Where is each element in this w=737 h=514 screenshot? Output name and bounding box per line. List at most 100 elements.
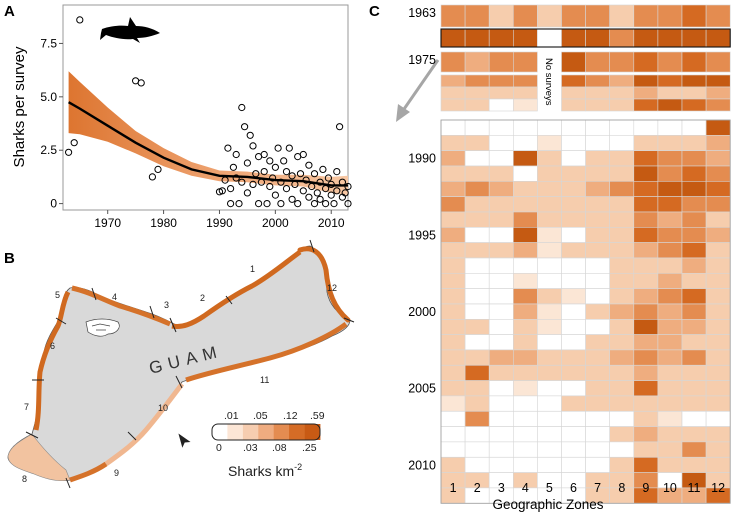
heatmap-cell <box>633 364 659 381</box>
heatmap-cell <box>440 410 466 427</box>
heatmap-cell <box>440 211 466 228</box>
heatmap-cell <box>464 86 490 100</box>
heatmap-cell <box>464 98 490 112</box>
heatmap-cell <box>585 98 610 112</box>
heatmap-cell <box>609 181 635 197</box>
legend-bottom-tick: 0 <box>216 442 222 454</box>
heatmap-cell <box>705 28 731 48</box>
heatmap-cell <box>537 410 562 427</box>
heatmap-frame <box>440 119 731 504</box>
heatmap-cell <box>440 196 466 213</box>
data-point <box>299 187 307 195</box>
heatmap-cell <box>705 4 731 28</box>
heatmap-cell <box>537 303 562 320</box>
heatmap-cell <box>681 119 707 136</box>
heatmap-cell <box>464 165 490 182</box>
heatmap-cell <box>440 135 466 151</box>
heatmap-cell <box>561 441 586 458</box>
data-point <box>305 161 313 169</box>
data-point <box>338 178 346 186</box>
heatmap-cell <box>537 257 562 274</box>
heatmap-cell <box>657 318 683 335</box>
heatmap-cell <box>561 28 586 48</box>
zone-label: 6 <box>50 341 55 351</box>
legend-swatch <box>258 424 275 440</box>
heatmap-cell <box>681 426 707 443</box>
zone-tick-label: 1 <box>450 481 457 495</box>
heatmap-cell <box>488 334 514 351</box>
heatmap-cell <box>512 4 538 28</box>
year-label: 2000 <box>408 305 436 319</box>
heatmap-cell <box>585 28 610 48</box>
data-point <box>266 157 274 165</box>
zone-tick-label: 7 <box>594 481 601 495</box>
heatmap-cell <box>705 119 731 136</box>
heatmap-cell <box>512 242 538 259</box>
heatmap-cell <box>609 4 635 28</box>
heatmap-cell <box>464 349 490 366</box>
data-point <box>76 16 84 24</box>
data-point <box>229 163 237 171</box>
heatmap-cell <box>440 86 466 100</box>
x-axis-label: Geographic Zones <box>492 497 603 512</box>
heatmap-cell <box>633 288 659 305</box>
data-point <box>313 189 321 197</box>
heatmap-cell <box>440 441 466 458</box>
heatmap-cell <box>488 318 514 335</box>
heatmap-cell <box>512 318 538 335</box>
heatmap-cell <box>633 303 659 320</box>
heatmap-cell <box>609 119 635 136</box>
heatmap-cell <box>561 86 586 100</box>
heatmap-cell <box>488 364 514 381</box>
heatmap-cell <box>561 349 586 366</box>
highlight-row-frame <box>440 28 731 48</box>
panel-label-c: C <box>369 3 380 20</box>
zone-label: 8 <box>22 474 27 484</box>
zone-label: 5 <box>55 290 60 300</box>
heatmap-cell <box>440 426 466 443</box>
legend-bar-outline <box>211 423 321 441</box>
heatmap-cell <box>633 242 659 259</box>
heatmap-cell <box>585 86 610 100</box>
heatmap-cell <box>561 196 586 213</box>
legend-swatch <box>304 424 321 440</box>
data-point <box>316 178 324 186</box>
heatmap-cell <box>464 257 490 274</box>
heatmap-cell <box>464 74 490 88</box>
heatmap-cell <box>488 441 514 458</box>
heatmap-cell <box>488 227 514 243</box>
heatmap-cell <box>537 364 562 381</box>
heatmap-cell <box>681 364 707 381</box>
heatmap-cell <box>657 86 683 100</box>
heatmap-cell <box>657 211 683 228</box>
zone-label: 2 <box>200 293 205 303</box>
heatmap-cell <box>609 334 635 351</box>
data-point <box>274 144 282 152</box>
heatmap-cell <box>657 364 683 381</box>
data-point <box>263 200 271 208</box>
heatmap-cell <box>609 349 635 366</box>
no-surveys-label: No surveys <box>543 58 554 106</box>
zone-label: 3 <box>164 300 169 310</box>
heatmap-cell <box>705 303 731 320</box>
heatmap-cell <box>464 150 490 167</box>
heatmap-cell <box>657 135 683 151</box>
year-label: 2010 <box>408 458 436 472</box>
heatmap-cell <box>585 227 610 243</box>
heatmap-cell <box>440 257 466 274</box>
heatmap-cell <box>705 211 731 228</box>
heatmap-cell <box>512 410 538 427</box>
heatmap-cell <box>464 334 490 351</box>
data-point <box>285 144 293 152</box>
data-point <box>269 174 277 182</box>
heatmap-cell <box>488 150 514 167</box>
data-point <box>271 163 279 171</box>
data-point <box>243 159 251 167</box>
heatmap-cell <box>681 135 707 151</box>
heatmap-cell <box>705 150 731 167</box>
heatmap-cell <box>512 257 538 274</box>
legend-top-tick: .01 <box>224 410 239 422</box>
heatmap-cell <box>537 395 562 412</box>
heatmap-cell <box>537 4 562 28</box>
panel-a: A 1970 1980 1990 2000 2010 0 2.5 5.0 7.5 Sharks … <box>4 3 352 230</box>
